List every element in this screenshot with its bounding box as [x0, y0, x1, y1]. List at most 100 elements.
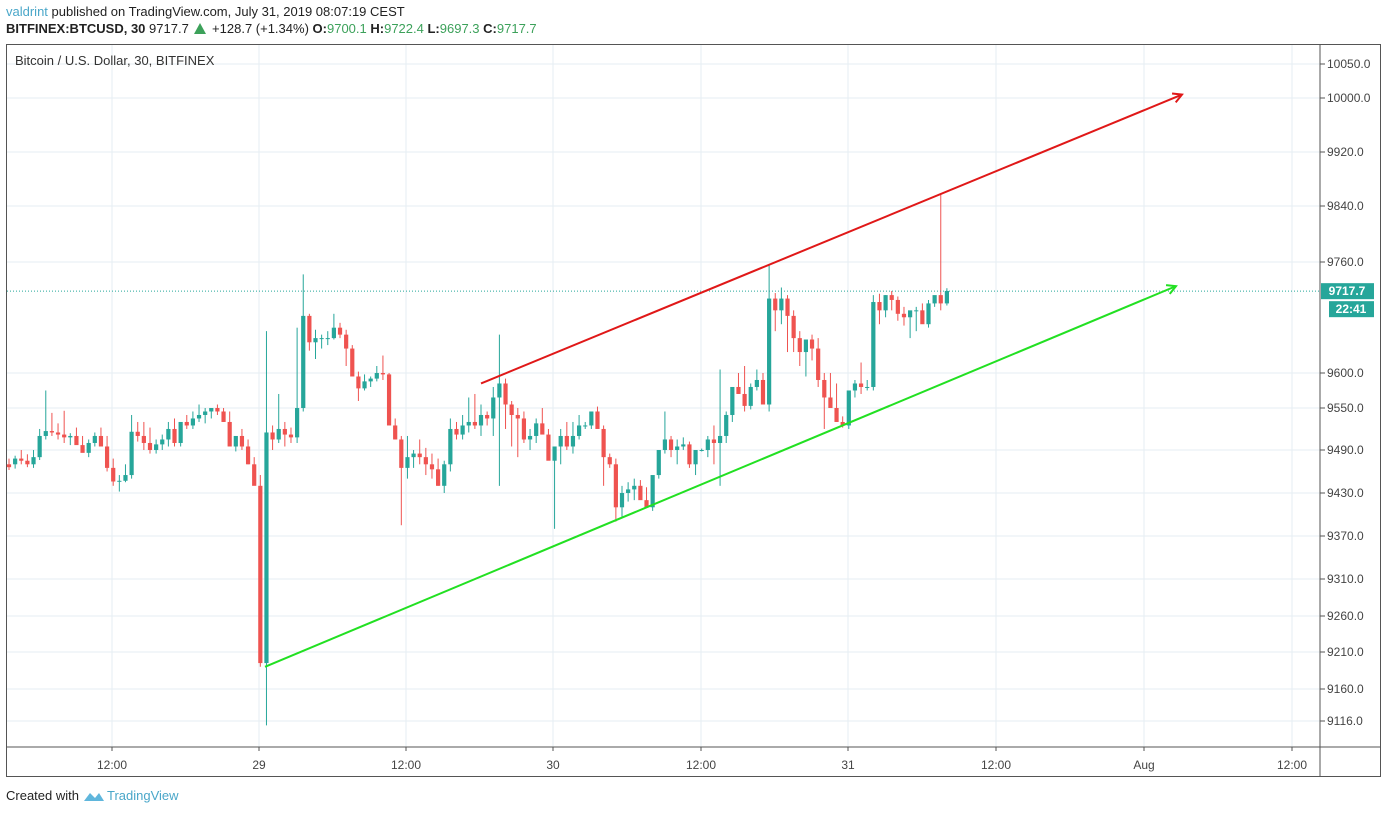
candle-body — [104, 446, 110, 468]
candle-body — [558, 435, 563, 447]
candle-body — [86, 442, 91, 453]
price-axis-label: 10000.0 — [1327, 91, 1371, 105]
candle-body — [767, 298, 772, 405]
candle-body — [626, 489, 631, 493]
symbol-label: BITFINEX:BTCUSD, 30 — [6, 21, 146, 36]
candle-body — [785, 298, 790, 316]
candle-body — [852, 383, 858, 391]
candle-body — [111, 467, 116, 482]
price-axis-label: 9600.0 — [1327, 366, 1364, 380]
last-price-badge — [1321, 283, 1374, 300]
candle-body — [436, 469, 441, 486]
candle-body — [160, 439, 165, 445]
chart-frame — [6, 44, 1381, 777]
candle-body — [858, 383, 864, 387]
candle-body — [754, 379, 759, 387]
price-axis-label: 9920.0 — [1327, 145, 1364, 159]
price-axis-label: 9760.0 — [1327, 255, 1364, 269]
candle-body — [607, 457, 612, 465]
candle-body — [31, 457, 36, 465]
created-with-text: Created with — [6, 788, 79, 803]
resistance-trendline[interactable] — [480, 93, 1183, 385]
candle-body — [730, 386, 735, 415]
candle-body — [895, 299, 900, 314]
candle-body — [184, 421, 189, 426]
time-axis-label: 12:00 — [1277, 758, 1307, 772]
candle-body — [203, 411, 208, 415]
candle-body — [675, 446, 680, 450]
candle-body — [331, 327, 336, 339]
candle-body — [662, 439, 668, 450]
open-value: 9700.1 — [326, 21, 367, 36]
candle-body — [491, 397, 496, 419]
candle-body — [846, 390, 851, 426]
candle-body — [123, 475, 128, 481]
candle-body — [380, 373, 386, 375]
candle-body — [68, 435, 73, 438]
price-axis-label: 9116.0 — [1327, 714, 1363, 728]
candle-body — [570, 435, 576, 447]
candle-body — [221, 411, 226, 422]
candle-body — [172, 428, 177, 443]
time-axis-label: 12:00 — [981, 758, 1011, 772]
candle-body — [901, 313, 907, 318]
candle-body — [129, 431, 134, 476]
candle-body — [37, 435, 42, 458]
candle-body — [282, 428, 287, 435]
close-label: C: — [483, 21, 497, 36]
candle-body — [393, 425, 398, 440]
candle-body — [877, 302, 882, 311]
candle-body — [141, 435, 146, 443]
candle-body — [717, 435, 723, 443]
candle-body — [914, 310, 919, 312]
price-axis-label: 9260.0 — [1327, 609, 1364, 623]
candle-body — [724, 414, 729, 436]
candle-body — [644, 500, 649, 508]
price-axis-label: 9550.0 — [1327, 401, 1364, 415]
candle-body — [742, 393, 747, 406]
candle-body — [619, 493, 625, 508]
candle-body — [356, 376, 361, 389]
candle-body — [485, 414, 490, 419]
candle-body — [62, 434, 67, 438]
countdown-badge-text: 22:41 — [1336, 302, 1367, 316]
chart-legend: Bitcoin / U.S. Dollar, 30, BITFINEX — [15, 53, 215, 68]
candle-body — [803, 339, 808, 353]
candle-body — [307, 315, 312, 343]
candle-body — [154, 444, 159, 450]
support-trendline[interactable] — [264, 285, 1177, 668]
candle-body — [466, 421, 471, 426]
time-axis-label: 29 — [252, 758, 266, 772]
last-price: 9717.7 — [149, 21, 189, 36]
candle-body — [295, 408, 300, 438]
candle-body — [944, 290, 949, 304]
tradingview-link[interactable]: TradingView — [106, 788, 179, 803]
candle-body — [693, 450, 698, 465]
candle-body — [834, 408, 839, 422]
last-price-badge-text: 9717.7 — [1329, 284, 1366, 298]
candle-body — [374, 373, 379, 379]
candle-body — [276, 428, 281, 440]
candle-body — [233, 435, 238, 447]
candle-body — [74, 435, 79, 446]
candle-body — [650, 475, 655, 508]
price-axis-label: 9210.0 — [1327, 645, 1364, 659]
author-link[interactable]: valdrint — [6, 4, 48, 19]
candle-body — [270, 432, 275, 440]
symbol-info: BITFINEX:BTCUSD, 30 9717.7 +128.7 (+1.34… — [6, 21, 537, 36]
price-axis-label: 9160.0 — [1327, 682, 1364, 696]
candle-body — [288, 434, 294, 438]
candle-body — [809, 339, 815, 349]
candle-body — [344, 334, 349, 349]
candle-body — [797, 338, 802, 353]
candle-body — [423, 457, 428, 465]
candle-body — [19, 458, 24, 461]
candle-body — [503, 383, 508, 405]
candle-body — [552, 446, 557, 461]
candle-body — [576, 425, 582, 436]
candle-body — [791, 315, 796, 339]
candle-body — [429, 464, 435, 470]
candle-body — [301, 315, 306, 408]
candle-body — [405, 457, 410, 468]
